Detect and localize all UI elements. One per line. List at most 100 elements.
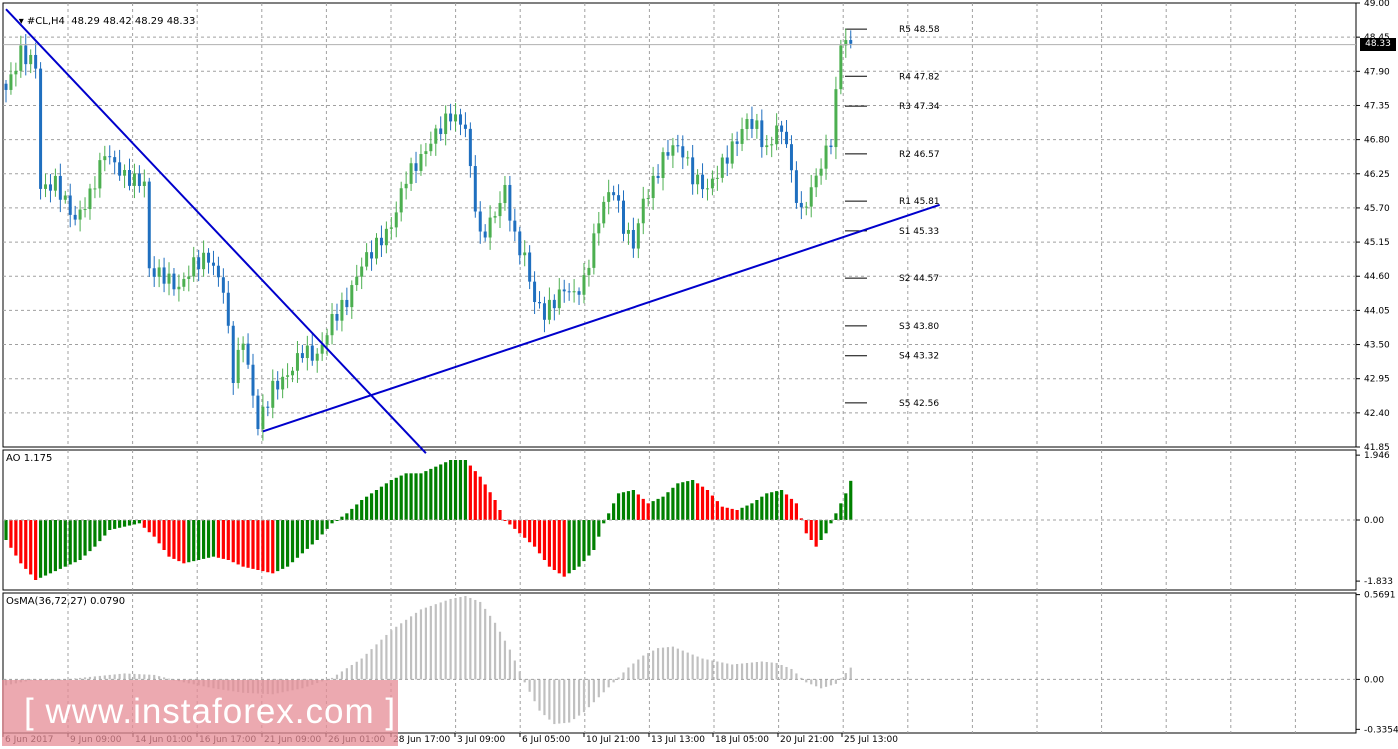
candle-body (123, 170, 127, 176)
candle-body (478, 211, 482, 232)
ao-bar (834, 513, 838, 520)
candle-body (375, 237, 378, 259)
menu-triangle-icon[interactable]: ▾ (18, 16, 27, 27)
candle-body (622, 200, 625, 234)
ao-bar (784, 494, 789, 520)
ao-bar (765, 493, 769, 520)
pivot-level-label: R4 47.82 (899, 72, 940, 82)
ao-bar (547, 520, 551, 567)
osma-bar (434, 604, 437, 680)
ao-bar (113, 520, 117, 529)
osma-bar (350, 664, 353, 680)
ao-bar (557, 520, 561, 574)
ao-bar (681, 482, 685, 520)
candle-body (98, 160, 102, 189)
ao-bar (518, 520, 522, 534)
candle-body (370, 252, 374, 259)
ao-bar (9, 520, 13, 548)
ao-bar (103, 520, 107, 536)
ao-tick-label: 1.946 (1364, 451, 1390, 461)
candle-body (310, 345, 314, 361)
price-tick-label: 45.70 (1364, 204, 1390, 214)
ao-bar (686, 481, 690, 520)
ao-bar (449, 460, 453, 520)
ao-bar (577, 520, 581, 567)
candle-body (488, 217, 492, 238)
candle-body (666, 152, 670, 156)
ao-bar (206, 520, 211, 558)
osma-bar (780, 664, 783, 680)
ao-bar (705, 490, 710, 520)
osma-bar (113, 674, 116, 680)
candle-body (572, 291, 576, 293)
ao-bar (612, 503, 616, 520)
watermark-text: [ www.instaforex.com ] (24, 692, 397, 731)
current-price-badge: 48.33 (1360, 38, 1396, 51)
osma-bar (513, 660, 516, 680)
osma-bar (83, 677, 87, 680)
ao-bar (345, 513, 349, 520)
osma-bar (538, 679, 541, 711)
candle-body (681, 146, 685, 158)
osma-bar (829, 679, 833, 686)
candle-body (325, 335, 329, 345)
ao-bar (236, 520, 240, 565)
candle-body (454, 114, 458, 122)
ao-bar (651, 501, 655, 520)
candle-body (730, 141, 734, 164)
ao-bar (360, 500, 364, 520)
ao-bar (770, 492, 774, 520)
ao-bar (256, 520, 260, 570)
candle-body (656, 175, 660, 179)
candle-body (88, 188, 92, 210)
ao-bar (83, 520, 87, 556)
x-tick-label: 10 Jul 21:00 (586, 735, 640, 745)
osma-bar (340, 671, 344, 680)
ao-bar (122, 520, 127, 527)
candle-body (434, 128, 438, 144)
ao-bar (488, 492, 492, 520)
ao-bar (434, 466, 438, 520)
candle-body (646, 198, 650, 200)
pivot-level-label: S1 45.33 (899, 227, 939, 237)
ao-bar (775, 491, 779, 520)
candle-body (39, 68, 43, 189)
osma-bar (474, 599, 477, 680)
watermark-banner: [ www.instaforex.com ] (2, 680, 398, 746)
osma-bar (637, 659, 640, 680)
ao-bar (285, 520, 290, 567)
candle-body (686, 157, 690, 159)
ao-bar (636, 494, 640, 520)
candle-body (602, 201, 606, 224)
candle-body (162, 267, 166, 284)
ao-bar (271, 520, 275, 574)
candle-body (187, 276, 191, 279)
candle-body (824, 145, 828, 169)
osma-bar (731, 664, 734, 680)
candle-body (715, 177, 719, 179)
osma-bar (815, 679, 818, 687)
candle-body (103, 156, 107, 161)
osma-bar (54, 679, 57, 681)
osma-bar (128, 673, 131, 680)
candle-body (725, 157, 729, 164)
candle-body (177, 286, 181, 290)
osma-bar (108, 674, 111, 680)
ao-bar (483, 484, 487, 520)
ao-bar (750, 503, 754, 520)
osma-bar (400, 623, 403, 680)
ao-bar (281, 520, 285, 569)
ao-bar (394, 477, 398, 520)
ao-bar (365, 496, 369, 520)
candle-body (291, 370, 295, 376)
osma-bar (489, 615, 492, 680)
candle-body (192, 257, 196, 277)
ao-bar (458, 460, 463, 520)
x-tick-label: 28 Jun 17:00 (393, 735, 450, 745)
ao-bar (513, 520, 517, 529)
osma-bar (711, 660, 714, 680)
osma-bar (469, 597, 472, 680)
ao-bar (572, 520, 576, 570)
candle-body (281, 376, 285, 390)
osma-bar (503, 640, 507, 680)
